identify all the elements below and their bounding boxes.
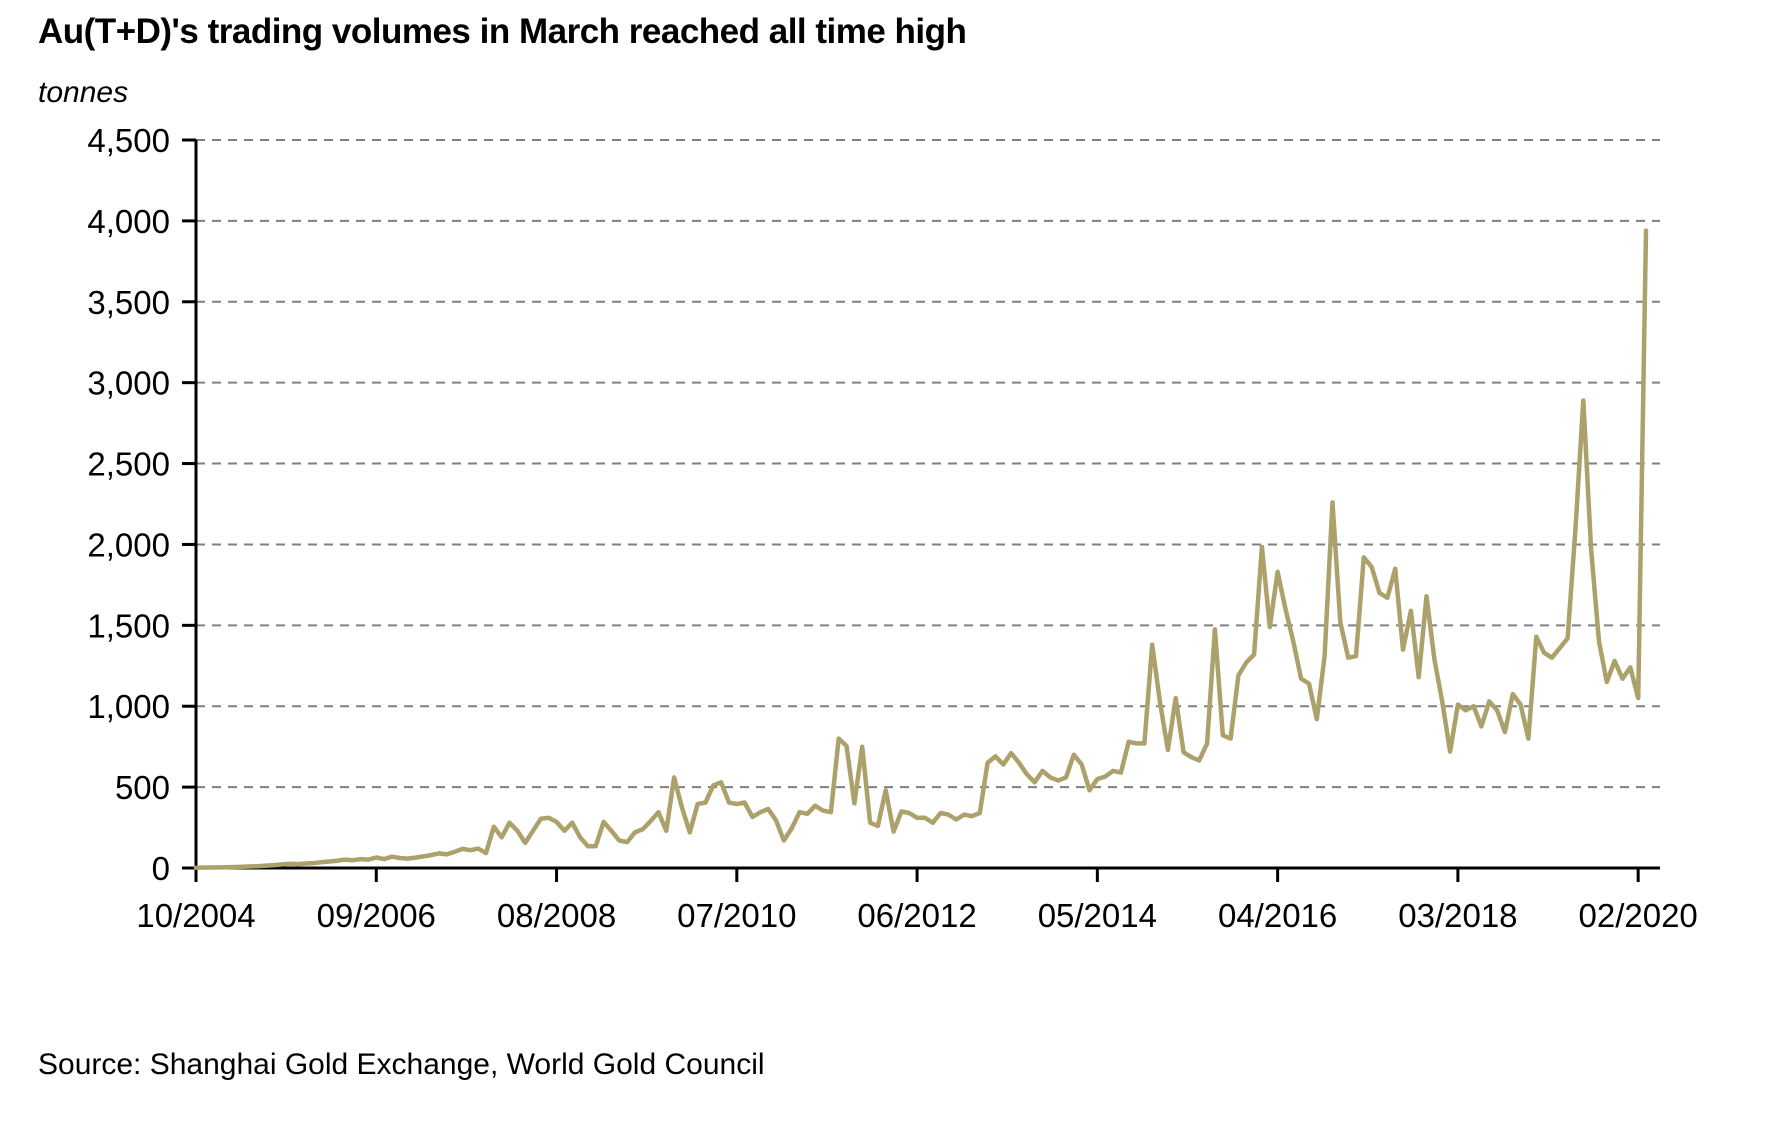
y-tick-label: 0 <box>152 850 170 887</box>
x-tick-label: 07/2010 <box>677 897 796 934</box>
x-tick-label: 10/2004 <box>136 897 255 934</box>
source-note: Source: Shanghai Gold Exchange, World Go… <box>38 1048 765 1081</box>
y-tick-label: 500 <box>115 769 170 806</box>
x-tick-label: 09/2006 <box>317 897 436 934</box>
y-tick-label: 4,000 <box>87 203 170 240</box>
x-tick-label: 03/2018 <box>1398 897 1517 934</box>
y-tick-label: 1,000 <box>87 688 170 725</box>
x-tick-label: 02/2020 <box>1579 897 1698 934</box>
chart-title: Au(T+D)'s trading volumes in March reach… <box>38 12 967 51</box>
y-tick-label: 4,500 <box>87 122 170 159</box>
y-tick-label: 1,500 <box>87 607 170 644</box>
y-tick-label: 2,000 <box>87 526 170 563</box>
x-tick-label: 08/2008 <box>497 897 616 934</box>
x-tick-label: 05/2014 <box>1038 897 1157 934</box>
volume-line-series <box>193 228 1649 870</box>
y-tick-label: 3,500 <box>87 284 170 321</box>
x-tick-label: 04/2016 <box>1218 897 1337 934</box>
y-tick-label: 3,000 <box>87 365 170 402</box>
y-tick-label: 2,500 <box>87 446 170 483</box>
y-axis-units-label: tonnes <box>38 76 129 109</box>
x-tick-label: 06/2012 <box>857 897 976 934</box>
